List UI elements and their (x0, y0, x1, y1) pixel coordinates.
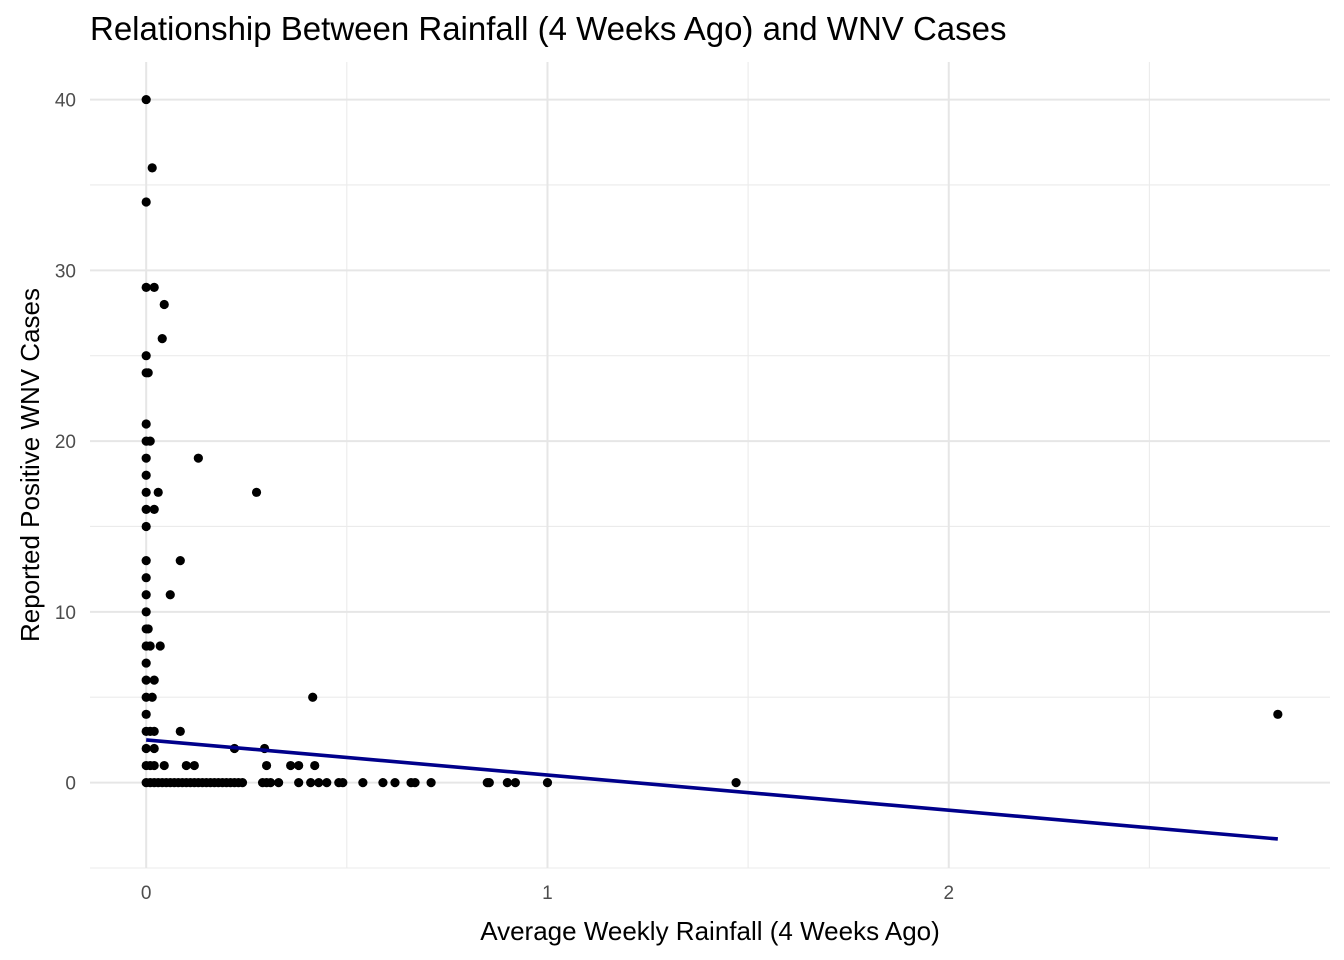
data-point (378, 778, 388, 788)
data-point (294, 778, 304, 788)
data-point (149, 504, 159, 514)
data-point (153, 487, 163, 497)
data-points (141, 94, 1283, 788)
data-point (314, 778, 324, 788)
data-point (141, 573, 151, 583)
y-axis-title: Reported Positive WNV Cases (15, 288, 45, 642)
data-point (175, 726, 185, 736)
data-point (141, 675, 151, 685)
trend-line-group (146, 738, 1278, 841)
data-point (306, 778, 316, 788)
data-point (237, 778, 248, 788)
data-point (484, 778, 494, 788)
data-point (141, 197, 151, 207)
data-point (308, 692, 318, 702)
grid-lines (90, 62, 1330, 869)
data-point (502, 778, 512, 788)
data-point (390, 778, 400, 788)
data-point (143, 368, 153, 378)
data-point (149, 743, 159, 754)
data-point (141, 94, 151, 105)
data-point (149, 726, 159, 736)
data-point (145, 436, 155, 446)
data-point (1273, 709, 1283, 719)
data-point (149, 282, 159, 293)
x-tick-label: 1 (542, 883, 553, 904)
data-point (155, 641, 165, 651)
data-point (159, 299, 169, 310)
data-point (143, 624, 153, 634)
data-point (175, 556, 185, 566)
data-point (141, 419, 151, 429)
data-point (141, 487, 151, 497)
data-point (410, 778, 420, 788)
data-point (141, 504, 151, 514)
y-tick-label: 30 (55, 261, 76, 282)
data-point (159, 760, 169, 771)
data-point (141, 658, 151, 668)
data-point (141, 282, 151, 293)
data-point (147, 163, 157, 173)
data-point (145, 641, 155, 651)
data-point (141, 351, 151, 361)
data-point (358, 778, 368, 788)
x-tick-label: 2 (943, 883, 954, 904)
data-point (193, 453, 203, 463)
x-axis-title: Average Weekly Rainfall (4 Weeks Ago) (480, 916, 940, 946)
data-point (141, 590, 151, 600)
data-point (157, 334, 167, 344)
data-point (141, 556, 151, 566)
data-point (294, 760, 304, 771)
data-point (165, 590, 175, 600)
data-point (731, 778, 741, 788)
y-tick-label: 20 (55, 432, 76, 453)
data-point (251, 487, 262, 497)
chart-title: Relationship Between Rainfall (4 Weeks A… (90, 10, 1007, 47)
data-point (274, 778, 284, 788)
x-tick-label: 0 (141, 883, 152, 904)
trend-line (146, 738, 1278, 841)
data-point (542, 778, 553, 788)
data-point (141, 453, 151, 463)
data-point (189, 760, 199, 771)
data-point (141, 607, 151, 617)
data-point (310, 760, 320, 771)
data-point (141, 521, 151, 532)
data-point (141, 743, 151, 754)
data-point (141, 709, 151, 719)
data-point (147, 692, 157, 702)
data-point (149, 675, 159, 685)
data-point (322, 778, 332, 788)
data-point (261, 760, 272, 771)
data-point (181, 760, 191, 771)
y-tick-label: 0 (65, 774, 76, 795)
y-tick-label: 10 (55, 603, 76, 624)
data-point (265, 778, 276, 788)
data-point (426, 778, 436, 788)
data-point (510, 778, 520, 788)
data-point (338, 778, 348, 788)
data-point (286, 760, 296, 771)
data-point (149, 760, 159, 771)
y-tick-label: 40 (55, 91, 76, 112)
data-point (141, 470, 151, 480)
